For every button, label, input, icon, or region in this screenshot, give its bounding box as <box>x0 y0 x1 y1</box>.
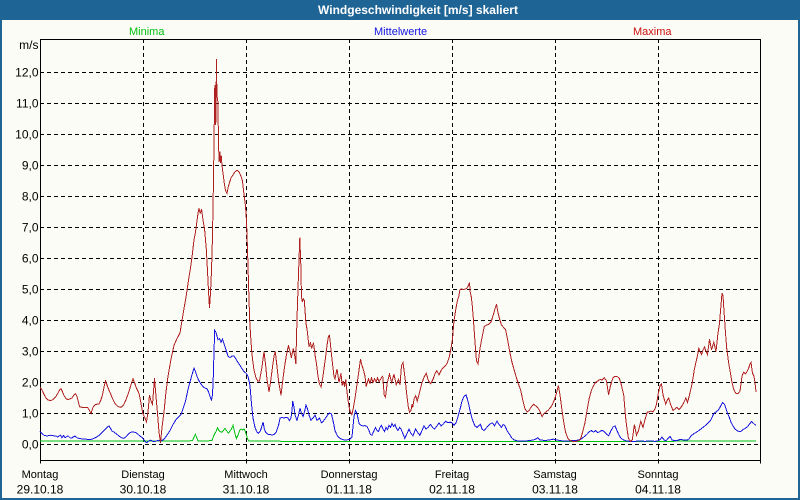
svg-text:5,0: 5,0 <box>22 283 39 297</box>
svg-text:Mittwoch: Mittwoch <box>224 469 267 481</box>
svg-text:11,0: 11,0 <box>16 97 39 111</box>
svg-text:30.10.18: 30.10.18 <box>120 483 167 497</box>
svg-text:03.11.18: 03.11.18 <box>532 483 578 497</box>
svg-text:8,0: 8,0 <box>22 190 39 204</box>
svg-text:29.10.18: 29.10.18 <box>17 483 64 497</box>
svg-text:3,0: 3,0 <box>22 345 39 359</box>
svg-text:1,0: 1,0 <box>22 407 39 421</box>
svg-text:Freitag: Freitag <box>435 469 469 481</box>
svg-text:Montag: Montag <box>22 469 59 481</box>
svg-text:6,0: 6,0 <box>22 252 39 266</box>
svg-text:9,0: 9,0 <box>22 159 39 173</box>
svg-text:02.11.18: 02.11.18 <box>429 483 475 497</box>
svg-text:04.11.18: 04.11.18 <box>635 483 681 497</box>
svg-text:10,0: 10,0 <box>15 128 39 142</box>
svg-text:2,0: 2,0 <box>22 376 39 390</box>
svg-text:m/s: m/s <box>19 38 38 52</box>
svg-text:Sonntag: Sonntag <box>638 469 679 481</box>
svg-text:Dienstag: Dienstag <box>121 469 164 481</box>
svg-text:7,0: 7,0 <box>22 221 39 235</box>
svg-text:Samstag: Samstag <box>533 469 576 481</box>
svg-text:12,0: 12,0 <box>15 66 39 80</box>
svg-text:4,0: 4,0 <box>22 314 39 328</box>
svg-text:Donnerstag: Donnerstag <box>321 469 378 481</box>
svg-text:01.11.18: 01.11.18 <box>326 483 372 497</box>
svg-text:31.10.18: 31.10.18 <box>223 483 270 497</box>
svg-text:0,0: 0,0 <box>22 438 39 452</box>
